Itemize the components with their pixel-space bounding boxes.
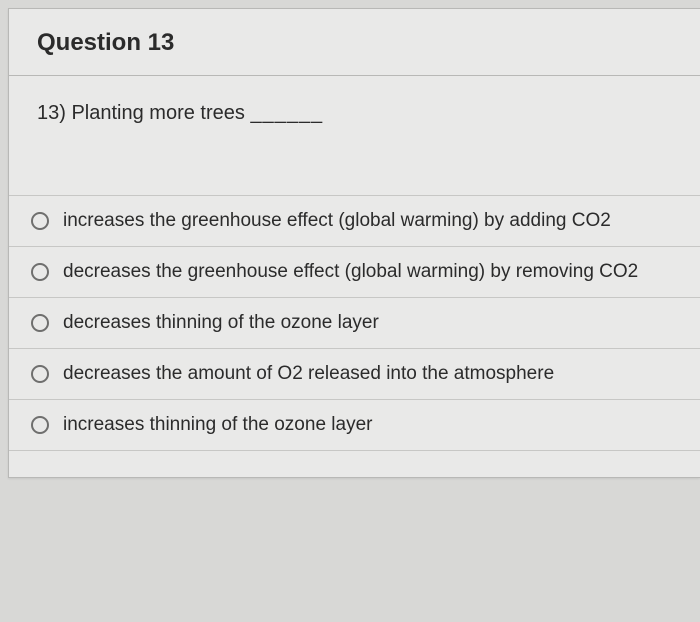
option-label: decreases the greenhouse effect (global …	[63, 261, 638, 283]
radio-icon	[31, 365, 49, 383]
option-5[interactable]: increases thinning of the ozone layer	[9, 400, 700, 451]
question-prompt-text: 13) Planting more trees	[37, 102, 250, 124]
question-prompt-block: 13) Planting more trees ______	[9, 76, 700, 196]
options-list: increases the greenhouse effect (global …	[9, 196, 700, 451]
option-2[interactable]: decreases the greenhouse effect (global …	[9, 247, 700, 298]
radio-icon	[31, 314, 49, 332]
option-3[interactable]: decreases thinning of the ozone layer	[9, 298, 700, 349]
radio-icon	[31, 263, 49, 281]
option-label: increases thinning of the ozone layer	[63, 414, 372, 436]
option-label: increases the greenhouse effect (global …	[63, 210, 611, 232]
question-title: Question 13	[37, 29, 672, 57]
option-4[interactable]: decreases the amount of O2 released into…	[9, 349, 700, 400]
radio-icon	[31, 416, 49, 434]
radio-icon	[31, 212, 49, 230]
card-header: Question 13	[9, 9, 700, 76]
question-card: Question 13 13) Planting more trees ____…	[8, 8, 700, 478]
option-label: decreases thinning of the ozone layer	[63, 312, 379, 334]
option-1[interactable]: increases the greenhouse effect (global …	[9, 196, 700, 247]
question-blank: ______	[250, 102, 323, 124]
page: Question 13 13) Planting more trees ____…	[0, 0, 700, 478]
card-footer-space	[9, 451, 700, 477]
option-label: decreases the amount of O2 released into…	[63, 363, 554, 385]
